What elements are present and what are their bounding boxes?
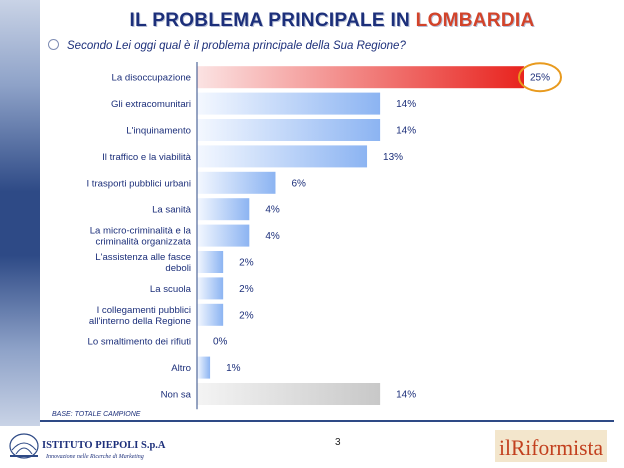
value-label-6: 4% xyxy=(265,231,280,242)
side-decoration-strip xyxy=(0,0,40,426)
question-text: Secondo Lei oggi qual è il problema prin… xyxy=(67,40,406,52)
value-label-10: 0% xyxy=(213,337,228,348)
globe-icon xyxy=(9,433,39,459)
value-label-3: 13% xyxy=(383,152,403,163)
value-label-2: 14% xyxy=(396,126,416,137)
logo-left-tagline: Innovazione nelle Ricerche di Marketing xyxy=(45,454,144,460)
bar-3 xyxy=(197,145,368,168)
category-label-9: I collegamenti pubblici all'interno della… xyxy=(89,305,191,327)
value-label-12: 14% xyxy=(396,390,416,401)
category-label-12: Non sa xyxy=(161,390,192,401)
bar-chart: La disoccupazione 25% Gli extracomunitari 1… xyxy=(86,62,562,410)
page-number: 3 xyxy=(335,437,341,448)
bar-12 xyxy=(197,383,381,405)
highlight-callout-circle xyxy=(518,62,562,93)
bar-11 xyxy=(197,356,211,379)
category-label-4: I trasporti pubblici urbani xyxy=(86,178,191,189)
page-title: IL PROBLEMA PRINCIPALE IN LOMBARDIA xyxy=(40,10,624,32)
logo-right-text: ilRiformista xyxy=(499,435,603,460)
survey-question: Secondo Lei oggi qual è il problema prin… xyxy=(48,39,406,52)
bar-7 xyxy=(197,251,224,273)
footer-divider xyxy=(40,420,614,422)
value-label-9: 2% xyxy=(239,310,254,321)
value-label-4: 6% xyxy=(291,178,306,189)
category-label-0: La disoccupazione xyxy=(112,73,191,84)
value-label-0: 25% xyxy=(530,73,550,84)
bar-5 xyxy=(197,198,250,221)
category-label-6: La micro-criminalità e la criminalità org… xyxy=(90,226,192,248)
category-label-7: L'assistenza alle fasce deboli xyxy=(95,252,191,274)
value-label-5: 4% xyxy=(265,205,280,216)
bar-9 xyxy=(197,303,224,326)
il-riformista-logo: ilRiformista xyxy=(495,430,607,462)
bar-4 xyxy=(197,171,276,194)
bar-1 xyxy=(197,92,381,115)
category-label-10: Lo smaltimento dei rifiuti xyxy=(88,337,191,348)
category-label-1: Gli extracomunitari xyxy=(111,99,191,110)
bar-0 xyxy=(197,66,524,89)
category-label-3: Il traffico e la viabilità xyxy=(102,152,192,163)
category-label-8: La scuola xyxy=(150,284,192,295)
bar-6 xyxy=(197,224,250,247)
logo-left-name: ISTITUTO PIEPOLI S.p.A. xyxy=(42,440,166,451)
base-note: BASE: TOTALE CAMPIONE xyxy=(52,411,141,418)
value-label-7: 2% xyxy=(239,258,254,269)
category-label-5: La sanità xyxy=(152,205,192,216)
istituto-piepoli-logo: ISTITUTO PIEPOLI S.p.A. Innovazione nell… xyxy=(9,433,166,460)
category-label-2: L'inquinamento xyxy=(126,126,191,137)
category-label-11: Altro xyxy=(171,363,191,374)
title-region: LOMBARDIA xyxy=(415,10,535,31)
bar-8 xyxy=(197,277,224,300)
bar-2 xyxy=(197,119,381,141)
value-label-8: 2% xyxy=(239,284,254,295)
title-main: IL PROBLEMA PRINCIPALE IN xyxy=(129,10,411,31)
value-label-1: 14% xyxy=(396,99,416,110)
question-bullet-icon xyxy=(48,39,59,50)
value-label-11: 1% xyxy=(226,363,241,374)
